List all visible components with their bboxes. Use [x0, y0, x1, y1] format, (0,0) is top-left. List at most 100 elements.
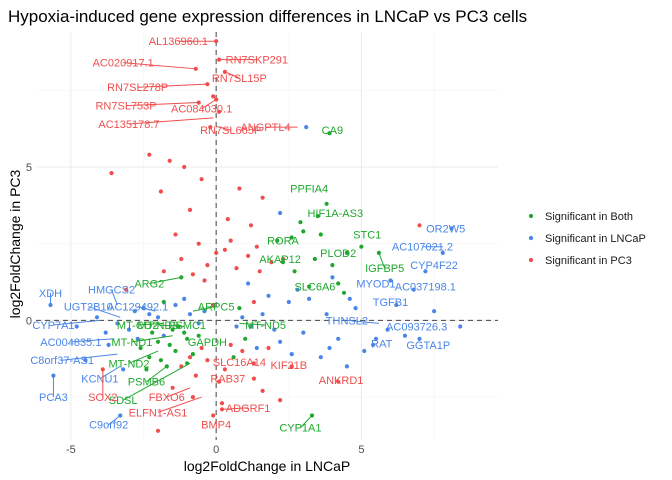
data-point [324, 312, 329, 317]
data-point [260, 195, 265, 200]
data-point [240, 315, 245, 320]
annotation-leader-line [137, 322, 164, 326]
annotation-leader-line [137, 306, 156, 312]
gene-label: SLC16A14 [213, 357, 266, 369]
data-point [155, 339, 161, 344]
gene-label: PPFIA4 [290, 183, 328, 195]
gene-label: AC135178.7 [98, 119, 159, 131]
data-point [266, 345, 271, 351]
axis-ticks: -5 0 5 0 5 [26, 162, 365, 456]
gene-label: SLC6A6 [294, 282, 335, 294]
gene-label: MT-ND5 [245, 320, 286, 332]
data-point [167, 342, 172, 347]
data-point [280, 260, 286, 265]
gene-label: AC107021.2 [392, 242, 453, 254]
data-point [225, 217, 230, 222]
data-point [269, 260, 274, 265]
gene-label: MT-ND1 [111, 337, 152, 349]
x-axis-title: log2FoldChange in LNCaP [184, 458, 351, 474]
data-point [373, 336, 379, 341]
gene-label: GAPDH [188, 337, 227, 349]
gene-label: MT-ND2 [109, 358, 150, 370]
annotation-leader-line [218, 126, 231, 131]
data-point [182, 164, 187, 170]
gene-label: AC037198.1 [395, 282, 456, 294]
annotation-leader-line [300, 415, 313, 429]
data-point [432, 309, 437, 314]
legend-label: Significant in PC3 [545, 255, 632, 267]
gene-label: IGFBP5 [365, 263, 404, 275]
gene-label: CA9 [322, 125, 343, 137]
gene-label: OR2W5 [426, 223, 465, 235]
data-point [167, 158, 172, 163]
gene-label: MT-ND3 [138, 320, 179, 332]
annotation-leader-line [137, 83, 208, 88]
data-point [315, 214, 320, 219]
data-point [202, 278, 207, 283]
data-point [254, 345, 259, 351]
gene-label: STC1 [353, 229, 381, 241]
data-point [248, 223, 254, 228]
gene-label: KCNU1 [81, 374, 118, 386]
data-point [205, 263, 210, 268]
data-point [106, 342, 111, 347]
data-point [234, 324, 239, 329]
annotation-leader-line [146, 365, 168, 383]
data-point [307, 296, 312, 301]
data-point [336, 336, 341, 341]
data-point [388, 278, 393, 283]
data-point [371, 342, 376, 347]
gene-label: AC084030.1 [171, 104, 232, 116]
data-point [83, 358, 88, 363]
gene-label: CYP4F22 [410, 260, 458, 272]
data-point [150, 330, 155, 335]
x-tick-label: -5 [66, 444, 76, 456]
data-point [187, 355, 193, 360]
gene-label: PSMC1 [168, 320, 206, 332]
data-point [318, 355, 323, 360]
data-point [147, 152, 152, 157]
data-point [158, 189, 163, 194]
data-point [254, 244, 259, 249]
data-point [292, 269, 297, 274]
data-point [170, 327, 175, 332]
data-point [217, 109, 222, 114]
data-point [237, 306, 242, 311]
data-point [179, 275, 184, 280]
annotation-leader-line [62, 353, 118, 361]
gene-label: RN7SL15P [212, 73, 267, 85]
annotation-leader-line [123, 62, 196, 70]
gene-label: C8orf37-AS1 [30, 355, 94, 367]
data-point [135, 336, 140, 341]
data-point [190, 352, 195, 357]
legend-swatch [528, 257, 534, 263]
data-point [347, 296, 352, 301]
gene-label: HIF1A-AS3 [307, 208, 363, 220]
data-point [251, 299, 256, 305]
data-point [208, 125, 213, 130]
gene-label: AL136960.1 [149, 36, 208, 48]
gene-label: PCA3 [39, 392, 68, 404]
data-point [295, 287, 300, 292]
data-point [144, 367, 149, 372]
gene-label: GGTA1P [406, 340, 450, 352]
data-point [147, 355, 152, 360]
data-point [248, 324, 254, 329]
data-point [187, 312, 193, 317]
annotation-leader-line [128, 117, 214, 125]
gene-label: SOX2 [88, 392, 117, 404]
gene-annotations: AL136960.1 RN7SKP291 AC020917.1 RN7SL15P RN7… [30, 36, 465, 435]
data-point [196, 241, 201, 246]
data-point [246, 253, 251, 258]
annotation-leader-line [239, 322, 266, 326]
data-point [327, 131, 332, 136]
data-point [251, 361, 256, 366]
annotation-leader-line [346, 319, 379, 324]
data-point [109, 171, 114, 176]
gene-label: AC020917.1 [93, 58, 154, 70]
annotation-leader-line [224, 71, 240, 79]
data-point [385, 327, 390, 332]
gene-label: AC129492.1 [107, 302, 168, 314]
